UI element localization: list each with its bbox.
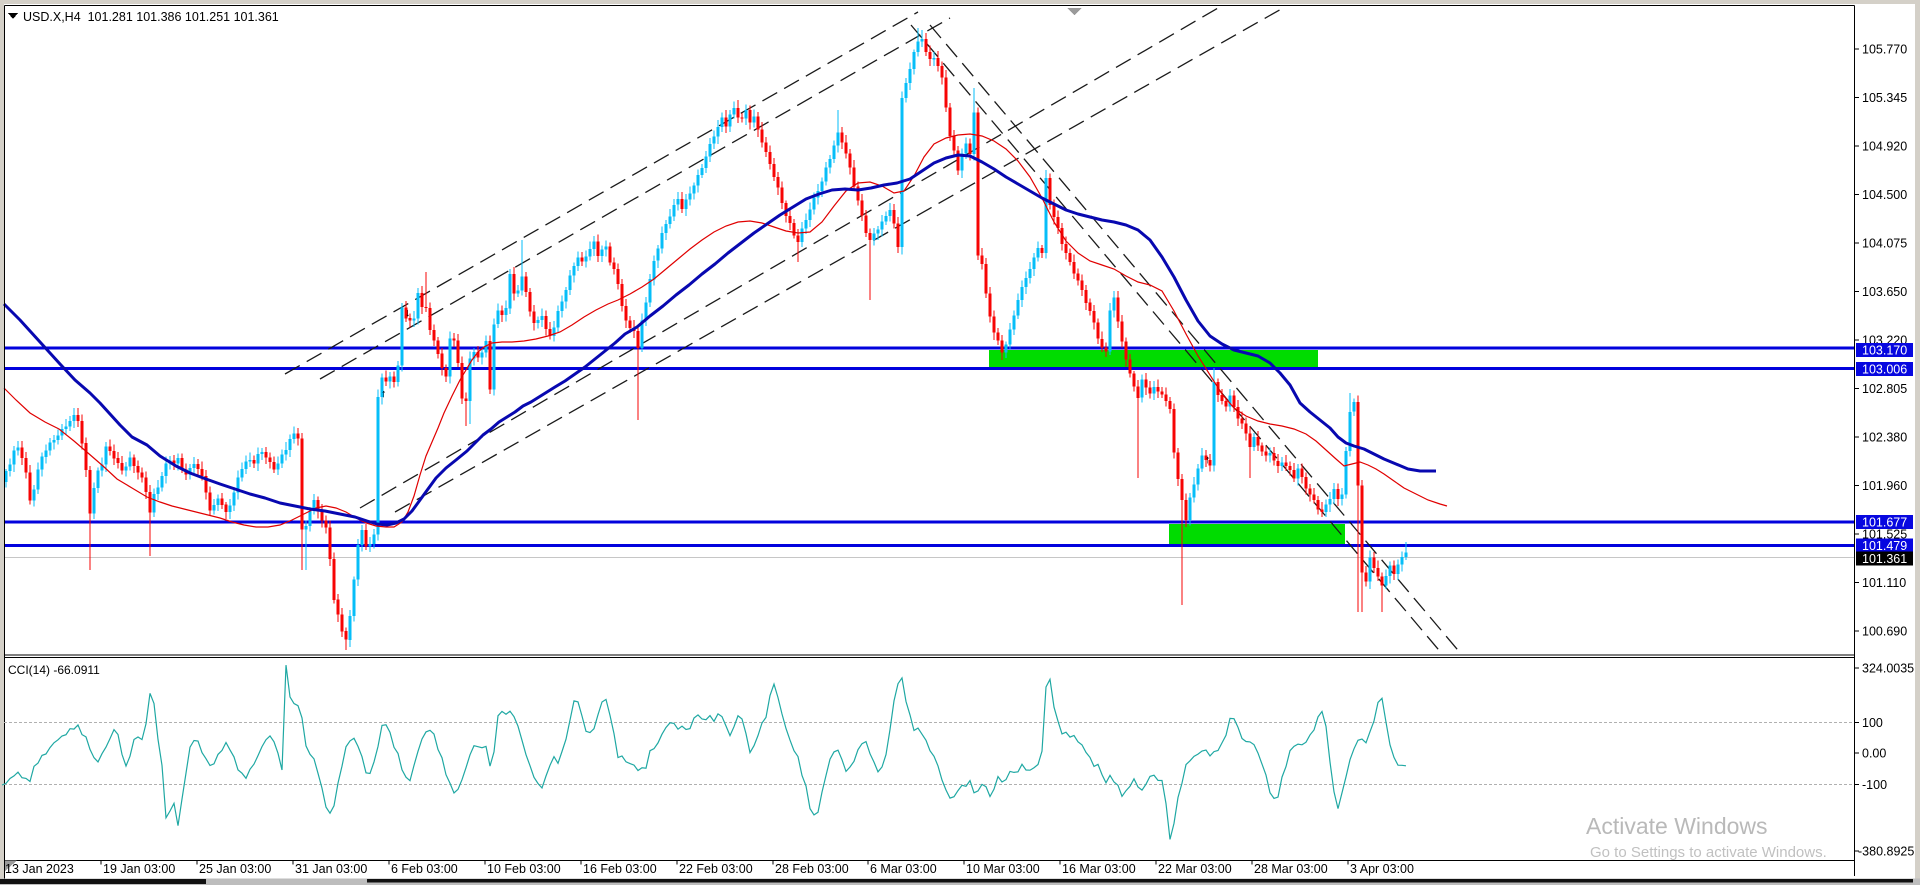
- svg-text:↑: ↑: [381, 388, 387, 400]
- svg-text:USD.X,H4 101.281 101.386 101.: USD.X,H4 101.281 101.386 101.251 101.361: [23, 10, 279, 24]
- svg-text:101.479: 101.479: [1862, 539, 1907, 553]
- svg-text:↓: ↓: [405, 307, 411, 319]
- svg-text:105.770: 105.770: [1862, 43, 1907, 57]
- svg-text:104.500: 104.500: [1862, 188, 1907, 202]
- svg-text:CCI(14) -66.0911: CCI(14) -66.0911: [8, 663, 100, 677]
- svg-text:-380.8925: -380.8925: [1858, 845, 1914, 859]
- svg-text:10 Mar 03:00: 10 Mar 03:00: [966, 862, 1040, 876]
- svg-text:104.920: 104.920: [1862, 140, 1907, 154]
- svg-text:103.006: 103.006: [1862, 363, 1907, 377]
- svg-text:22 Mar 03:00: 22 Mar 03:00: [1158, 862, 1232, 876]
- svg-text:25 Jan 03:00: 25 Jan 03:00: [199, 862, 271, 876]
- svg-text:22 Feb 03:00: 22 Feb 03:00: [679, 862, 753, 876]
- svg-text:0.00: 0.00: [1862, 747, 1886, 761]
- svg-text:324.0035: 324.0035: [1862, 662, 1914, 676]
- svg-text:101.110: 101.110: [1862, 576, 1906, 590]
- svg-text:101.677: 101.677: [1862, 516, 1907, 530]
- svg-text:Go to Settings to activate Win: Go to Settings to activate Windows.: [1590, 844, 1827, 861]
- svg-text:↑: ↑: [1205, 454, 1211, 466]
- svg-text:16 Feb 03:00: 16 Feb 03:00: [583, 862, 657, 876]
- svg-text:103.170: 103.170: [1862, 344, 1907, 358]
- svg-text:19 Jan 03:00: 19 Jan 03:00: [103, 862, 175, 876]
- svg-text:6 Feb 03:00: 6 Feb 03:00: [391, 862, 458, 876]
- svg-text:101.525: 101.525: [1862, 528, 1907, 542]
- svg-text:-100: -100: [1862, 778, 1887, 792]
- svg-text:102.380: 102.380: [1862, 431, 1907, 445]
- svg-text:102.805: 102.805: [1862, 382, 1907, 396]
- svg-text:13 Jan 2023: 13 Jan 2023: [5, 862, 74, 876]
- svg-text:103.650: 103.650: [1862, 285, 1907, 299]
- svg-text:28 Feb 03:00: 28 Feb 03:00: [775, 862, 849, 876]
- svg-text:31 Jan 03:00: 31 Jan 03:00: [295, 862, 367, 876]
- svg-text:100: 100: [1862, 716, 1883, 730]
- svg-text:104.075: 104.075: [1862, 237, 1907, 251]
- svg-text:3 Apr 03:00: 3 Apr 03:00: [1350, 862, 1414, 876]
- svg-text:101.361: 101.361: [1862, 552, 1907, 566]
- svg-text:Activate Windows: Activate Windows: [1586, 813, 1768, 839]
- svg-text:6 Mar 03:00: 6 Mar 03:00: [870, 862, 937, 876]
- svg-text:10 Feb 03:00: 10 Feb 03:00: [487, 862, 561, 876]
- svg-text:101.960: 101.960: [1862, 479, 1907, 493]
- svg-text:100.690: 100.690: [1862, 625, 1907, 639]
- svg-text:105.345: 105.345: [1862, 91, 1907, 105]
- svg-text:28 Mar 03:00: 28 Mar 03:00: [1254, 862, 1328, 876]
- svg-text:16 Mar 03:00: 16 Mar 03:00: [1062, 862, 1136, 876]
